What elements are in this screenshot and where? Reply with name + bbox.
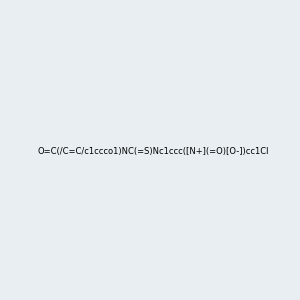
Text: O=C(/C=C/c1ccco1)NC(=S)Nc1ccc([N+](=O)[O-])cc1Cl: O=C(/C=C/c1ccco1)NC(=S)Nc1ccc([N+](=O)[O… (38, 147, 269, 156)
